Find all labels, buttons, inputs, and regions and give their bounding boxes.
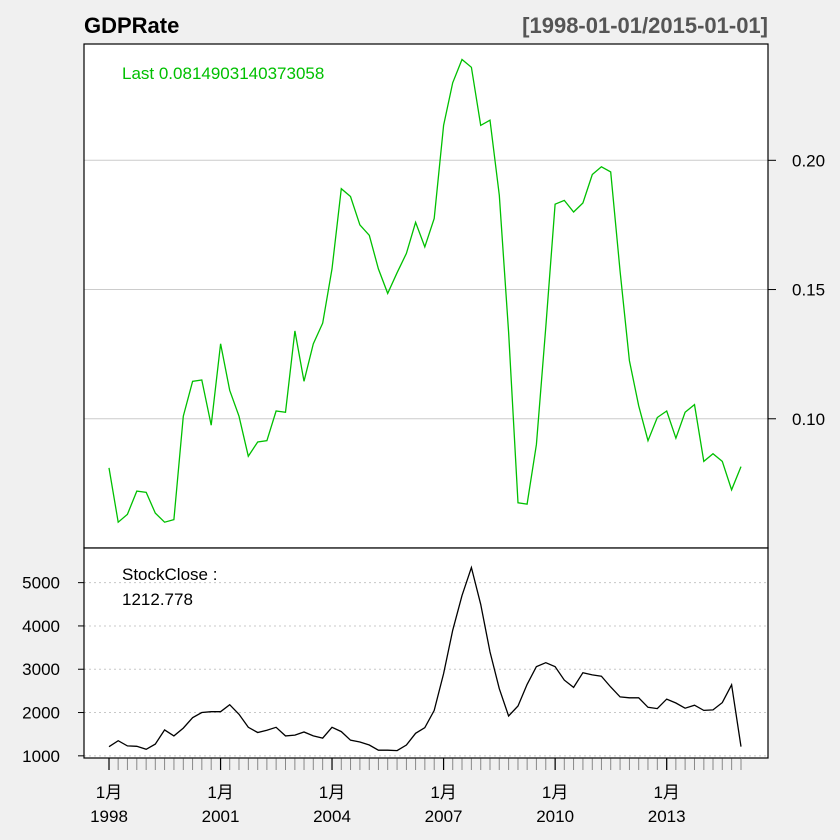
stockclose-y-tick-label: 3000	[22, 660, 60, 679]
gdprate-series-line	[108, 58, 742, 524]
gdprate-y-axis: 0.10 0.15 0.20	[768, 151, 825, 429]
gdprate-y-tick-label: 0.10	[792, 410, 825, 429]
stockclose-y-tick-label: 2000	[22, 704, 60, 723]
stockclose-legend-label: StockClose :	[122, 565, 217, 584]
stockclose-y-tick-label: 5000	[22, 574, 60, 593]
x-tick-label-month: 1月	[653, 783, 679, 802]
chart-title: GDPRate	[84, 13, 179, 38]
gdprate-y-tick-label: 0.15	[792, 281, 825, 300]
gdprate-gridlines	[84, 159, 768, 420]
x-tick-label-year: 2004	[313, 807, 351, 826]
date-range-label: [1998-01-01/2015-01-01]	[522, 13, 768, 38]
stockclose-y-tick-label: 1000	[22, 747, 60, 766]
x-tick-label-month: 1月	[207, 783, 233, 802]
x-tick-label-year: 2007	[425, 807, 463, 826]
x-axis: 1月 1998 1月 2001 1月 2004 1月 2007 1月 2010 1月 2013	[90, 757, 742, 826]
x-tick-label-year: 2013	[648, 807, 686, 826]
x-tick-label-month: 1月	[96, 783, 122, 802]
gdprate-y-tick-label: 0.20	[792, 151, 825, 170]
x-tick-label-year: 2001	[202, 807, 240, 826]
stockclose-series-line	[108, 565, 742, 752]
x-tick-label-month: 1月	[319, 783, 345, 802]
stockclose-gridlines	[84, 582, 768, 757]
stockclose-y-tick-label: 4000	[22, 617, 60, 636]
x-tick-label-year: 2010	[536, 807, 574, 826]
gdprate-panel	[84, 44, 768, 548]
x-tick-label-month: 1月	[430, 783, 456, 802]
x-tick-label-month: 1月	[542, 783, 568, 802]
x-tick-label-year: 1998	[90, 807, 128, 826]
stockclose-y-axis: 1000 2000 3000 4000 5000	[22, 574, 84, 766]
gdprate-last-value-legend: Last 0.0814903140373058	[122, 64, 324, 83]
stockclose-legend-value: 1212.778	[122, 590, 193, 609]
